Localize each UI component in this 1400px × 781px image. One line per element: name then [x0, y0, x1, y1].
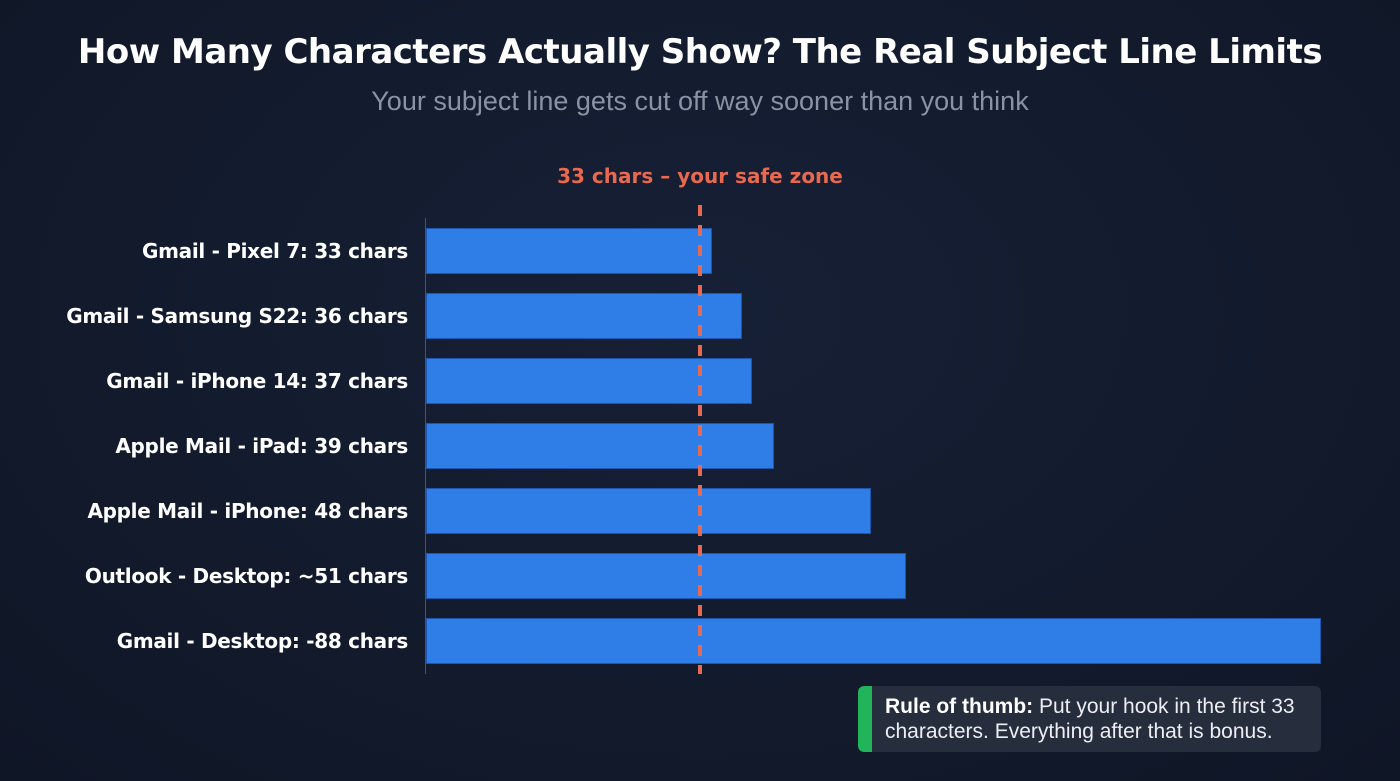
bar: [426, 228, 712, 274]
bar-label: Outlook - Desktop: ~51 chars: [84, 564, 408, 588]
callout-bold-label: Rule of thumb:: [885, 695, 1034, 718]
bar: [426, 488, 871, 534]
chart-title: How Many Characters Actually Show? The R…: [77, 32, 1323, 72]
bar: [426, 553, 906, 599]
callout-accent-bar: [858, 686, 872, 752]
bar-label: Gmail - Samsung S22: 36 chars: [66, 304, 408, 328]
bar-label: Gmail - Pixel 7: 33 chars: [141, 239, 408, 263]
safe-zone-reference-line: [698, 205, 702, 674]
bar: [426, 618, 1321, 664]
callout-text: Rule of thumb: Put your hook in the firs…: [885, 694, 1315, 744]
bar-label: Apple Mail - iPad: 39 chars: [115, 434, 408, 458]
bar-label: Apple Mail - iPhone: 48 chars: [87, 499, 408, 523]
bar: [426, 423, 774, 469]
bar: [426, 358, 752, 404]
reference-line-label: 33 chars – your safe zone: [557, 164, 843, 188]
chart-subtitle: Your subject line gets cut off way soone…: [371, 86, 1029, 116]
callout-body: Put your hook in the first 33 characters…: [885, 695, 1295, 743]
bar-label: Gmail - Desktop: -88 chars: [116, 629, 409, 653]
y-axis-line: [425, 218, 426, 674]
rule-of-thumb-callout: Rule of thumb: Put your hook in the firs…: [858, 686, 1321, 752]
bar: [426, 293, 742, 339]
bar-label: Gmail - iPhone 14: 37 chars: [106, 369, 408, 393]
